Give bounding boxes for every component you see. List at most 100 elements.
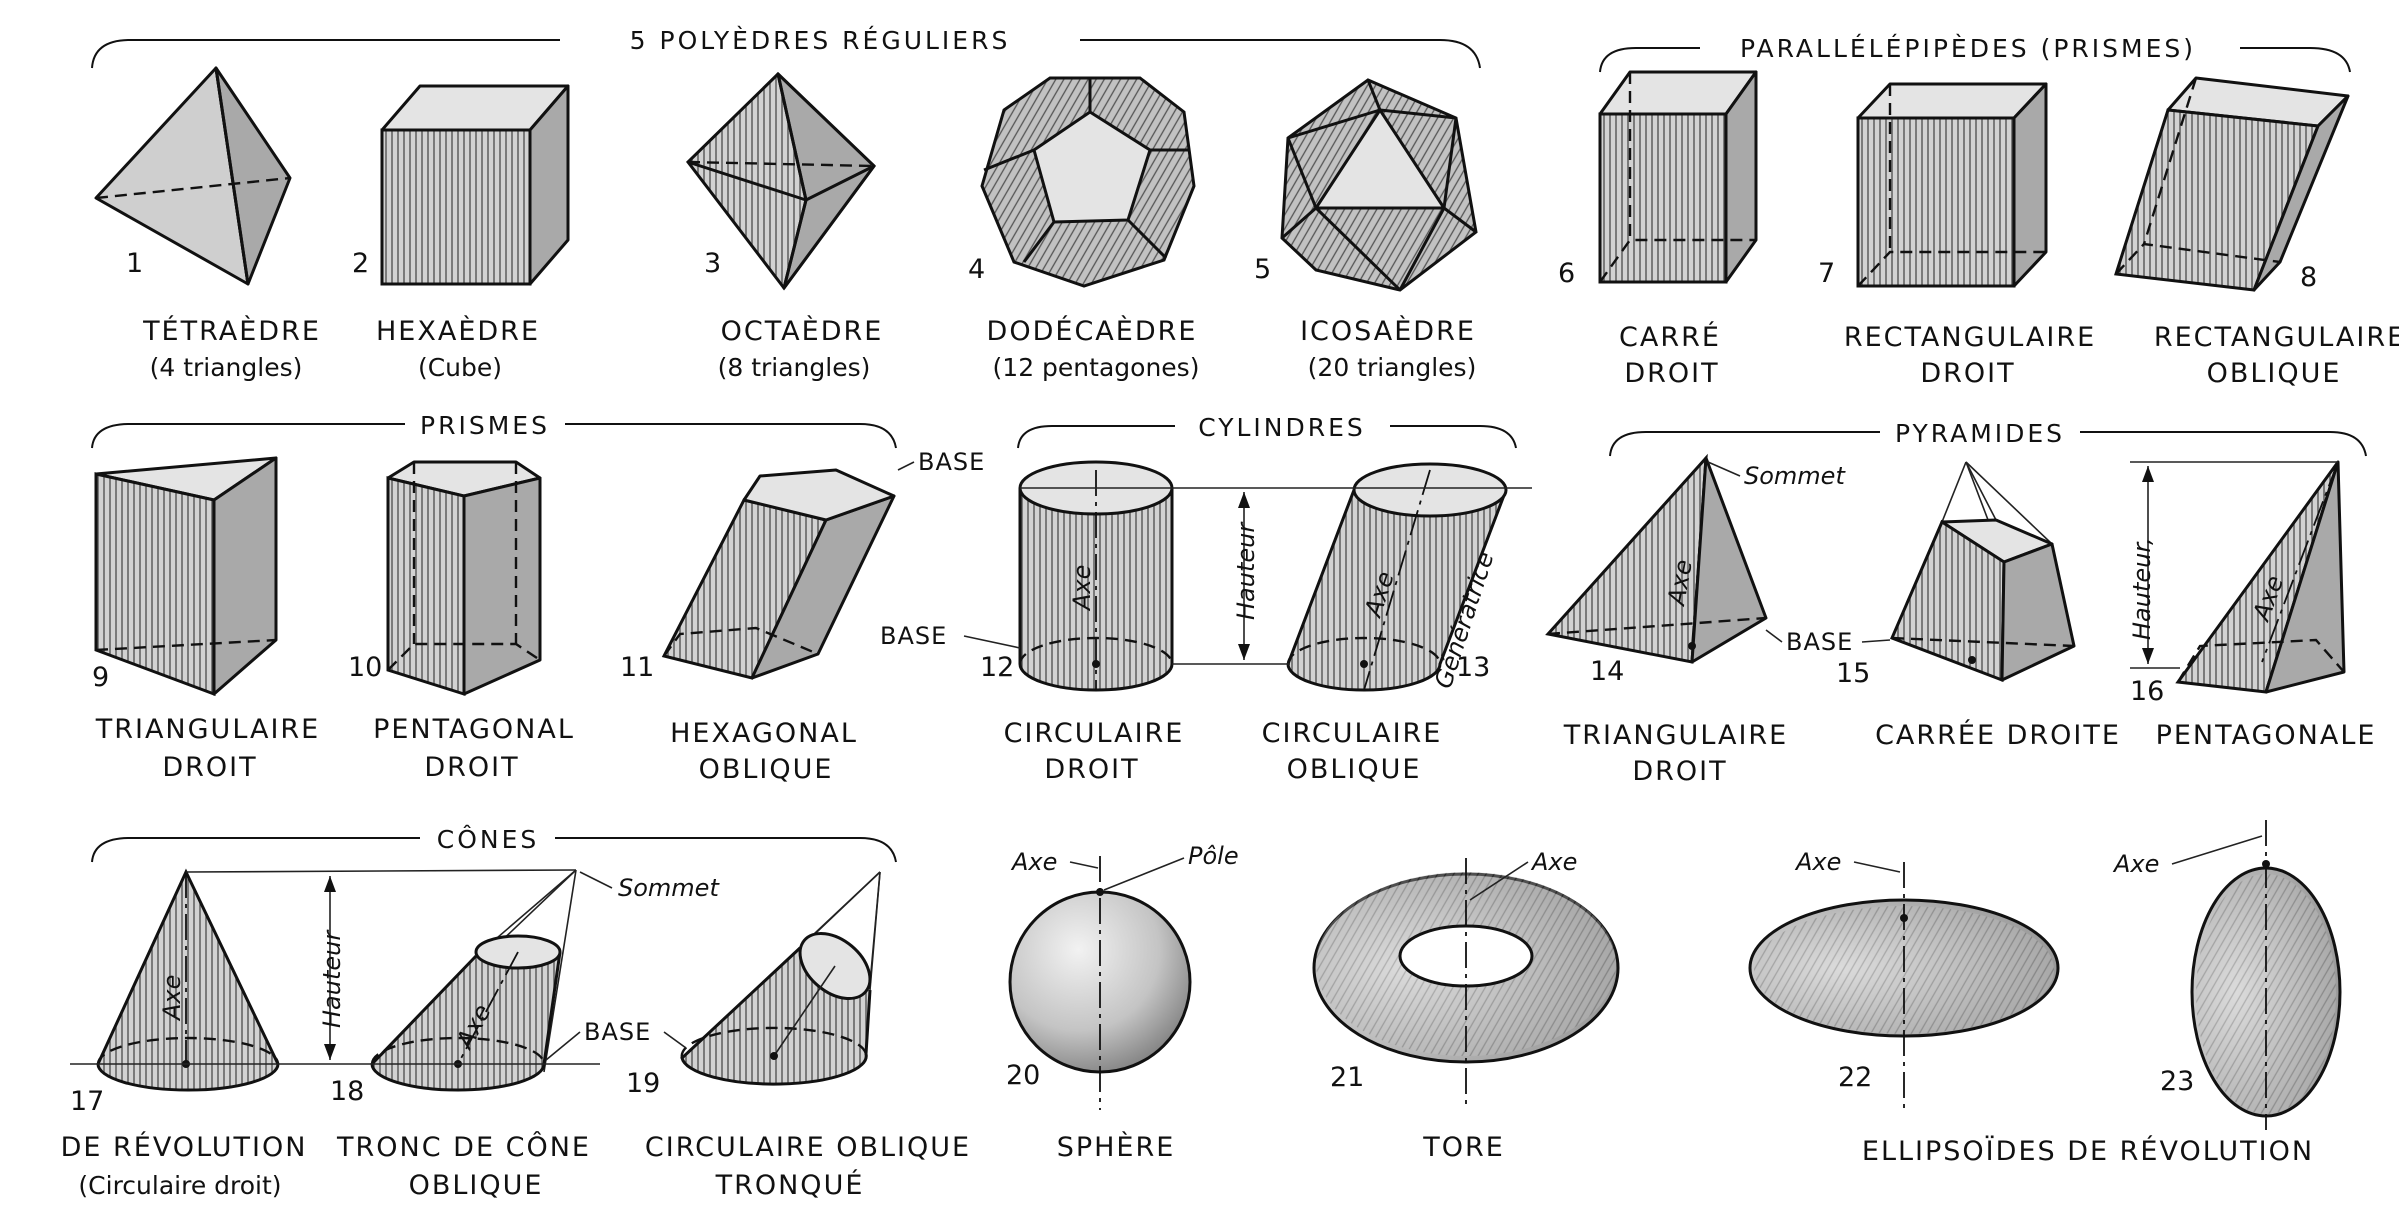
figure-4-dodecaedre: 4 [968, 76, 1196, 288]
figure-2-cube: 2 [352, 84, 570, 286]
group-header-cones: CÔNES [91, 824, 897, 863]
figure-number: 6 [1558, 258, 1575, 289]
figure-11-prisme-hexagonal: 11 [620, 468, 896, 683]
caption-18-line1: TRONC DE CÔNE [336, 1131, 591, 1163]
figure-number: 2 [352, 248, 369, 279]
figure-23-ellipsoide-allonge: 23 [2160, 820, 2342, 1130]
caption-9-line1: TRIANGULAIRE [95, 714, 320, 745]
figure-8-rectangulaire-oblique: 8 [2114, 76, 2350, 293]
label-axe-tore: Axe [1530, 848, 1577, 876]
caption-15-line1: CARRÉE DROITE [1875, 719, 2121, 751]
figure-number: 12 [980, 652, 1014, 683]
caption-3-line2: (8 triangles) [718, 353, 871, 382]
caption-4-line2: (12 pentagones) [993, 353, 1200, 382]
label-sommet-cone: Sommet [618, 874, 720, 902]
figure-16-pyramide-pentagonale: 16 [2130, 460, 2346, 707]
label-sommet-pyramide: Sommet [1744, 462, 1846, 490]
figure-number: 15 [1836, 658, 1870, 689]
caption-13-line2: OBLIQUE [1287, 754, 1422, 785]
label-base-pyramide: BASE [1786, 628, 1853, 656]
label-axe-ellipsoide-aplati: Axe [1794, 848, 1841, 876]
caption-6-line1: CARRÉ [1619, 321, 1721, 353]
figure-3-octaedre: 3 [686, 71, 876, 291]
group-header-pyramides: PYRAMIDES [1609, 419, 2367, 457]
figure-number: 3 [704, 248, 721, 279]
caption-1-line2: (4 triangles) [150, 353, 303, 382]
caption-12-line1: CIRCULAIRE [1004, 718, 1185, 749]
figure-number: 23 [2160, 1066, 2194, 1097]
group-title-prismes: PRISMES [420, 411, 550, 440]
figure-number: 7 [1818, 258, 1835, 289]
caption-17-line2: (Circulaire droit) [78, 1171, 281, 1200]
label-pole: Pôle [1188, 842, 1239, 870]
figure-number: 19 [626, 1068, 660, 1099]
figure-number: 14 [1590, 656, 1624, 687]
group-header-polyedres: 5 POLYÈDRES RÉGULIERS [91, 26, 1481, 69]
caption-8-line2: OBLIQUE [2207, 358, 2342, 389]
caption-9-line2: DROIT [162, 752, 257, 783]
caption-6-line2: DROIT [1624, 358, 1719, 389]
group-header-prismes: PRISMES [91, 411, 897, 449]
figure-19-cone-tronque: 19 [626, 871, 881, 1099]
figure-13-cylindre-oblique: 13 [1286, 462, 1508, 692]
label-axe-cone: Axe [158, 975, 186, 1022]
caption-11-line2: OBLIQUE [699, 754, 834, 785]
figure-6-carre-droit: 6 [1558, 70, 1758, 289]
figure-9-prisme-triangulaire: 9 [92, 456, 278, 697]
figure-5-icosaedre: 5 [1254, 78, 1478, 292]
row2-captions: TRIANGULAIRE DROIT PENTAGONAL DROIT HEXA… [95, 714, 2375, 787]
caption-11-line1: HEXAGONAL [670, 718, 858, 749]
label-base-cone: BASE [584, 1018, 651, 1046]
caption-18-line2: OBLIQUE [409, 1170, 544, 1201]
group-title-polyedres: 5 POLYÈDRES RÉGULIERS [630, 26, 1011, 55]
caption-1-line1: TÉTRAÈDRE [142, 315, 321, 347]
figure-20-sphere: 20 [1006, 856, 1192, 1110]
figure-number: 20 [1006, 1060, 1040, 1091]
figure-17-cone-revolution: 17 [70, 868, 280, 1117]
figure-number: 10 [348, 652, 382, 683]
figure-number: 9 [92, 662, 109, 693]
caption-12-line2: DROIT [1044, 754, 1139, 785]
label-axe-cylindre-droit: Axe [1068, 565, 1096, 612]
group-title-cylindres: CYLINDRES [1198, 413, 1366, 442]
caption-8-line1: RECTANGULAIRE [2154, 322, 2399, 353]
label-axe-ellipsoide-allonge: Axe [2112, 850, 2159, 878]
label-base-top: BASE [918, 448, 985, 476]
figure-number: 1 [126, 248, 143, 279]
caption-4-line1: DODÉCAÈDRE [987, 315, 1198, 347]
figure-number: 11 [620, 652, 654, 683]
figure-10-prisme-pentagonal: 10 [348, 460, 542, 697]
caption-7-line2: DROIT [1920, 358, 2015, 389]
caption-ellipsoides: ELLIPSOÏDES DE RÉVOLUTION [1862, 1135, 2314, 1167]
figure-number: 18 [330, 1076, 364, 1107]
figure-22-ellipsoide-aplati: 22 [1748, 862, 2060, 1110]
caption-13-line1: CIRCULAIRE [1262, 718, 1443, 749]
caption-7-line1: RECTANGULAIRE [1844, 322, 2096, 353]
figure-number: 5 [1254, 254, 1271, 285]
caption-5-line2: (20 triangles) [1308, 353, 1477, 382]
caption-19-line2: TRONQUÉ [715, 1169, 865, 1201]
caption-17-line1: DE RÉVOLUTION [61, 1131, 308, 1163]
caption-10-line1: PENTAGONAL [373, 714, 575, 745]
label-hauteur-pyramide: Hauteur, [2128, 537, 2156, 640]
caption-2-line2: (Cube) [418, 353, 502, 382]
figure-number: 22 [1838, 1062, 1872, 1093]
figure-18-tronc-cone: 18 [330, 869, 577, 1107]
figure-number: 16 [2130, 676, 2164, 707]
caption-5-line1: ICOSAÈDRE [1300, 315, 1476, 347]
figure-14-pyramide-triangulaire: 14 [1545, 453, 1768, 687]
caption-14-line2: DROIT [1632, 756, 1727, 787]
label-hauteur-cylindre: Hauteur [1232, 521, 1260, 620]
row3-captions: DE RÉVOLUTION (Circulaire droit) TRONC D… [61, 1131, 2314, 1201]
group-header-parallelepipedes: PARALLÉLÉPIPÈDES (PRISMES) [1599, 34, 2351, 73]
label-axe-sphere: Axe [1010, 848, 1057, 876]
caption-20-line1: SPHÈRE [1057, 1131, 1176, 1163]
figure-number: 4 [968, 254, 985, 285]
caption-10-line2: DROIT [424, 752, 519, 783]
label-base-bottom: BASE [880, 622, 947, 650]
caption-19-line1: CIRCULAIRE OBLIQUE [645, 1132, 971, 1163]
caption-21-line1: TORE [1422, 1132, 1505, 1163]
label-hauteur-cone: Hauteur [318, 929, 346, 1028]
figure-number: 8 [2300, 262, 2317, 293]
figure-number: 13 [1456, 652, 1490, 683]
